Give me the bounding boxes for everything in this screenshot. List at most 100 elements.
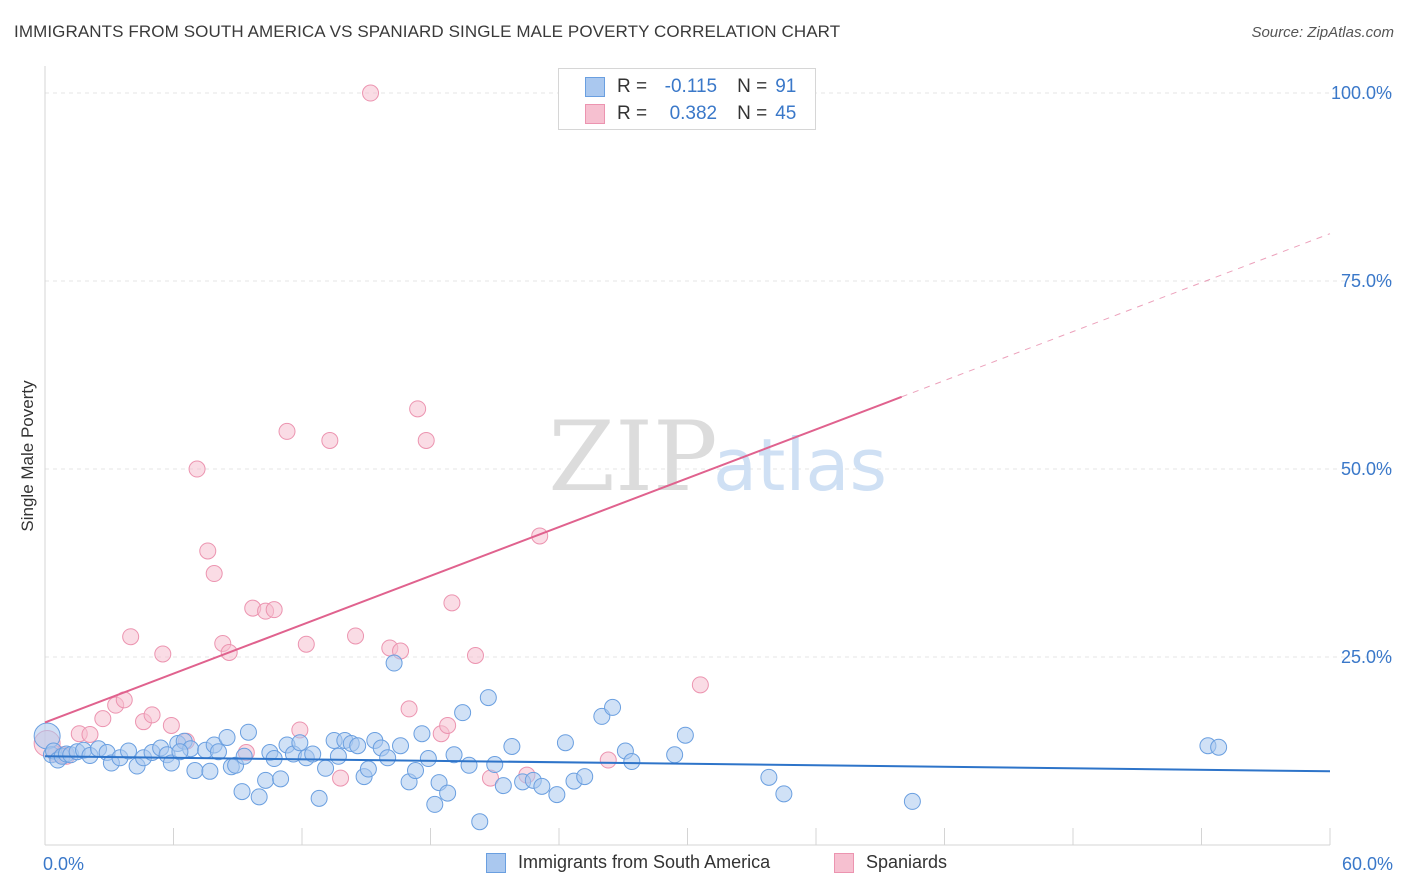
legend-r-value-pink: 0.382 bbox=[669, 103, 718, 124]
blue-point-33 bbox=[233, 783, 251, 801]
blue-point-14 bbox=[120, 742, 138, 760]
blue-point-70 bbox=[471, 813, 489, 831]
pink-point-28 bbox=[332, 769, 350, 787]
source-credit: Source: ZipAtlas.com bbox=[1251, 24, 1394, 41]
pink-point-16 bbox=[199, 542, 217, 560]
pink-point-24 bbox=[278, 422, 296, 440]
blue-point-92 bbox=[1210, 738, 1228, 756]
pink-point-11 bbox=[143, 706, 161, 724]
legend-swatch-pink bbox=[585, 104, 605, 124]
bottom-legend-swatch-blue bbox=[486, 852, 506, 873]
pink-point-37 bbox=[439, 716, 457, 734]
blue-point-36 bbox=[250, 788, 268, 806]
legend-n-value-pink: 45 bbox=[775, 103, 797, 124]
blue-point-57 bbox=[379, 749, 397, 767]
pink-trend-line bbox=[44, 395, 903, 724]
legend-swatch-blue bbox=[585, 77, 605, 97]
blue-point-37 bbox=[257, 771, 275, 789]
blue-point-25 bbox=[186, 762, 204, 780]
legend-n-label-blue: N = bbox=[737, 76, 768, 97]
blue-point-49 bbox=[329, 747, 347, 765]
blue-point-86 bbox=[666, 746, 684, 764]
bottom-legend-label-pink: Spaniards bbox=[866, 852, 948, 872]
pink-point-26 bbox=[297, 635, 315, 653]
blue-point-81 bbox=[576, 768, 594, 786]
blue-point-67 bbox=[445, 746, 463, 764]
blue-point-68 bbox=[454, 704, 472, 722]
pink-point-38 bbox=[443, 594, 461, 612]
blue-point-73 bbox=[494, 777, 512, 795]
pink-point-23 bbox=[265, 601, 283, 619]
pink-point-5 bbox=[81, 725, 99, 743]
pink-point-35 bbox=[417, 431, 435, 449]
legend-r-value-blue: -0.115 bbox=[664, 76, 718, 97]
pink-point-39 bbox=[466, 647, 484, 665]
legend-r-label-blue: R = bbox=[617, 76, 648, 97]
blue-point-47 bbox=[317, 759, 335, 777]
watermark-zip: ZIP bbox=[548, 401, 717, 513]
blue-point-27 bbox=[201, 762, 219, 780]
bottom-legend-blue: Immigrants from South America bbox=[486, 852, 770, 873]
blue-point-20 bbox=[162, 754, 180, 772]
blue-point-89 bbox=[775, 785, 793, 803]
y-tick-label-0: 25.0% bbox=[1341, 647, 1392, 667]
blue-point-43 bbox=[291, 734, 309, 752]
blue-point-52 bbox=[349, 737, 367, 755]
x-tick-label-1: 60.0% bbox=[1342, 854, 1393, 874]
blue-point-74 bbox=[503, 737, 521, 755]
tick-labels: 25.0% 50.0% 75.0% 100.0% 0.0% 60.0% bbox=[43, 83, 1393, 874]
blue-point-72 bbox=[486, 756, 504, 774]
legend-n-value-blue: 91 bbox=[775, 76, 797, 97]
blue-point-35 bbox=[239, 723, 257, 741]
pink-point-29 bbox=[347, 627, 365, 645]
blue-point-90 bbox=[903, 792, 921, 810]
blue-point-59 bbox=[392, 737, 410, 755]
y-tick-label-3: 100.0% bbox=[1331, 83, 1392, 103]
y-tick-label-2: 75.0% bbox=[1341, 271, 1392, 291]
blue-point-40 bbox=[272, 770, 290, 788]
blue-point-66 bbox=[439, 784, 457, 802]
pink-series-points bbox=[33, 84, 709, 787]
y-tick-label-1: 50.0% bbox=[1341, 459, 1392, 479]
blue-point-34 bbox=[235, 747, 253, 765]
pink-point-12 bbox=[154, 645, 172, 663]
blue-point-77 bbox=[533, 777, 551, 795]
blue-point-46 bbox=[310, 789, 328, 807]
pink-point-33 bbox=[400, 700, 418, 718]
pink-point-34 bbox=[409, 400, 427, 418]
bottom-legend-label-blue: Immigrants from South America bbox=[518, 852, 771, 872]
blue-point-24 bbox=[171, 743, 189, 761]
pink-point-43 bbox=[599, 751, 617, 769]
blue-point-78 bbox=[548, 786, 566, 804]
legend-row-blue: R = -0.115 N = 91 bbox=[617, 76, 796, 98]
pink-point-6 bbox=[94, 710, 112, 728]
grid-layer bbox=[45, 92, 1392, 658]
legend-r-label-pink: R = bbox=[617, 103, 648, 124]
pink-point-15 bbox=[188, 460, 206, 478]
blue-point-30 bbox=[218, 728, 236, 746]
pink-point-9 bbox=[122, 628, 140, 646]
trend-lines bbox=[44, 233, 1331, 773]
blue-point-45 bbox=[304, 745, 322, 763]
pink-point-30 bbox=[362, 84, 380, 102]
blue-series-points bbox=[33, 654, 1228, 831]
blue-point-58 bbox=[385, 654, 403, 672]
chart-title: IMMIGRANTS FROM SOUTH AMERICA VS SPANIAR… bbox=[14, 22, 841, 41]
pink-point-17 bbox=[205, 565, 223, 583]
pink-point-27 bbox=[321, 431, 339, 449]
pink-point-13 bbox=[162, 716, 180, 734]
axis-layer bbox=[44, 66, 1331, 846]
x-tick-label-0: 0.0% bbox=[43, 854, 84, 874]
bottom-legend-swatch-pink bbox=[834, 852, 854, 873]
blue-point-71 bbox=[479, 689, 497, 707]
blue-point-63 bbox=[419, 750, 437, 768]
correlation-legend: R = -0.115 N = 91 R = 0.382 N = 45 bbox=[558, 68, 816, 130]
blue-point-62 bbox=[413, 725, 431, 743]
blue-point-83 bbox=[604, 698, 622, 716]
blue-point-85 bbox=[623, 753, 641, 771]
blue-point-29 bbox=[209, 743, 227, 761]
pink-trend-extension bbox=[901, 233, 1331, 398]
legend-row-pink: R = 0.382 N = 45 bbox=[617, 103, 796, 125]
blue-point-87 bbox=[676, 726, 694, 744]
